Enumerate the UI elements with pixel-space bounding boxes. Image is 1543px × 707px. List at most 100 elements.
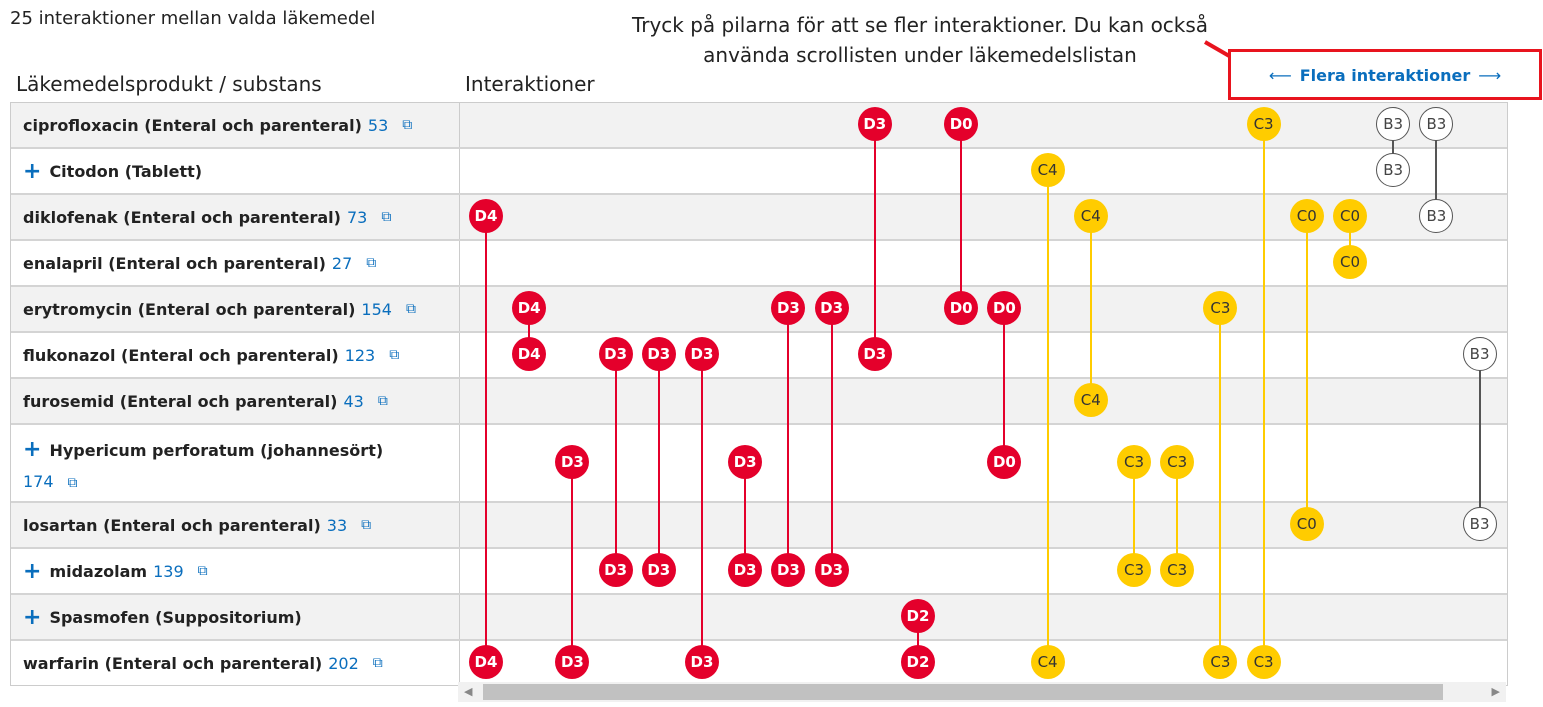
arrow-left-icon[interactable]: ⟵ xyxy=(1268,66,1292,85)
external-link-icon[interactable]: ⧉ xyxy=(402,117,413,133)
interaction-badge[interactable]: D3 xyxy=(555,445,590,479)
interaction-badge[interactable]: D2 xyxy=(901,599,935,633)
interaction-badge[interactable]: D3 xyxy=(728,553,763,587)
interaction-badge[interactable]: C3 xyxy=(1117,445,1151,479)
interaction-badge[interactable]: D4 xyxy=(512,291,547,325)
external-link-icon[interactable]: ⧉ xyxy=(372,655,383,671)
product-name: midazolam xyxy=(49,561,148,581)
interaction-connector xyxy=(1003,308,1006,462)
interaction-badge[interactable]: D0 xyxy=(944,291,979,325)
interaction-count-link[interactable]: 53 xyxy=(367,115,389,135)
interaction-badge[interactable]: D3 xyxy=(598,553,633,587)
scrollbar-thumb[interactable] xyxy=(483,684,1443,700)
external-link-icon[interactable]: ⧉ xyxy=(67,475,78,491)
external-link-icon[interactable]: ⧉ xyxy=(377,393,388,409)
interaction-badge[interactable]: D3 xyxy=(771,553,806,587)
interaction-count-link[interactable]: 27 xyxy=(331,253,353,273)
interaction-badge[interactable]: B3 xyxy=(1419,107,1454,141)
interaction-badge[interactable]: B3 xyxy=(1376,153,1411,187)
expand-icon[interactable]: + xyxy=(23,604,42,630)
interaction-badge[interactable]: C4 xyxy=(1073,383,1108,417)
interaction-badge[interactable]: D3 xyxy=(814,553,849,587)
interaction-badge[interactable]: C0 xyxy=(1289,507,1324,541)
interaction-connector xyxy=(1478,354,1481,524)
interaction-badge[interactable]: C3 xyxy=(1117,553,1151,587)
interaction-badge[interactable]: D4 xyxy=(469,199,503,233)
external-link-icon[interactable]: ⧉ xyxy=(405,301,416,317)
more-interactions-button[interactable]: ⟵ Flera interaktioner ⟶ xyxy=(1231,66,1539,85)
table-row: + midazolam 139 ⧉ xyxy=(11,549,1507,595)
expand-icon[interactable]: + xyxy=(23,437,42,462)
scroll-right-icon[interactable]: ▶ xyxy=(1491,685,1500,698)
interaction-badge[interactable]: C3 xyxy=(1246,107,1281,141)
interaction-badge[interactable]: C4 xyxy=(1030,153,1065,187)
column-header-interactions: Interaktioner xyxy=(465,72,595,96)
interaction-count-link[interactable]: 154 xyxy=(361,299,392,319)
interaction-count-link[interactable]: 139 xyxy=(153,561,184,581)
interaction-count-link[interactable]: 202 xyxy=(328,653,359,673)
interaction-count-link[interactable]: 43 xyxy=(343,391,364,411)
table-row: + Citodon (Tablett) xyxy=(11,149,1507,195)
highlight-box: ⟵ Flera interaktioner ⟶ xyxy=(1228,49,1542,100)
interaction-badge[interactable]: B3 xyxy=(1376,107,1411,141)
interaction-badge[interactable]: D3 xyxy=(814,291,849,325)
external-link-icon[interactable]: ⧉ xyxy=(381,209,392,225)
product-name-cell: ciprofloxacin (Enteral och parenteral) 53… xyxy=(11,103,460,147)
interaction-badge[interactable]: D2 xyxy=(901,645,935,679)
interaction-badge[interactable]: D0 xyxy=(944,107,979,141)
product-name-cell: + midazolam 139 ⧉ xyxy=(11,549,460,593)
interaction-connector xyxy=(571,462,574,662)
interaction-badge[interactable]: D3 xyxy=(728,445,763,479)
interaction-badge[interactable]: D3 xyxy=(685,337,719,371)
interaction-badge[interactable]: D3 xyxy=(555,645,590,679)
arrow-right-icon[interactable]: ⟶ xyxy=(1478,66,1502,85)
interaction-badge[interactable]: C3 xyxy=(1160,553,1195,587)
interaction-badge[interactable]: D4 xyxy=(469,645,503,679)
interaction-badge[interactable]: C4 xyxy=(1030,645,1065,679)
interaction-badge[interactable]: B3 xyxy=(1462,507,1497,541)
interaction-count-link[interactable]: 174 xyxy=(23,472,54,491)
interaction-chart: D4 D4 D4 D4 D3 D3 D3 D3 D3 D3 D3 D3 D3 D3 D3 D3 D3 D3 D3 D3… xyxy=(458,102,1506,680)
interaction-connector xyxy=(1435,124,1438,216)
interaction-badge[interactable]: D3 xyxy=(857,337,892,371)
expand-icon[interactable]: + xyxy=(23,158,42,184)
interaction-badge[interactable]: D3 xyxy=(771,291,806,325)
interaction-badge[interactable]: D4 xyxy=(512,337,547,371)
external-link-icon[interactable]: ⧉ xyxy=(366,255,377,271)
interaction-badge[interactable]: D3 xyxy=(598,337,633,371)
interaction-badge[interactable]: D3 xyxy=(641,337,676,371)
interaction-badge[interactable]: B3 xyxy=(1419,199,1454,233)
interaction-badge[interactable]: C3 xyxy=(1203,291,1238,325)
interaction-count-link[interactable]: 33 xyxy=(326,515,348,535)
interaction-badge[interactable]: C4 xyxy=(1073,199,1108,233)
interaction-badge[interactable]: C3 xyxy=(1203,645,1238,679)
interaction-connector xyxy=(1392,124,1395,170)
interaction-badge[interactable]: D3 xyxy=(685,645,719,679)
interaction-badge[interactable]: D0 xyxy=(987,445,1022,479)
interaction-badge[interactable]: D3 xyxy=(641,553,676,587)
external-link-icon[interactable]: ⧉ xyxy=(389,347,400,363)
interaction-badge[interactable]: C0 xyxy=(1333,245,1367,279)
interaction-badge[interactable]: C3 xyxy=(1246,645,1281,679)
interaction-connector xyxy=(1305,216,1308,524)
interaction-count-link[interactable]: 73 xyxy=(346,207,368,227)
horizontal-scrollbar[interactable]: ◀ ▶ xyxy=(458,682,1506,702)
expand-icon[interactable]: + xyxy=(23,558,42,584)
interaction-connector xyxy=(830,308,833,570)
interaction-badge[interactable]: C3 xyxy=(1160,445,1195,479)
more-interactions-label: Flera interaktioner xyxy=(1299,66,1471,85)
product-name: furosemid (Enteral och parenteral) xyxy=(23,391,338,411)
interaction-badge[interactable]: C0 xyxy=(1333,199,1367,233)
interaction-table: ciprofloxacin (Enteral och parenteral) 53… xyxy=(10,102,1508,686)
interaction-connector xyxy=(1089,216,1092,400)
interaction-badge[interactable]: D3 xyxy=(857,107,892,141)
scroll-left-icon[interactable]: ◀ xyxy=(464,685,473,698)
interaction-connector xyxy=(1349,216,1351,262)
interaction-count-link[interactable]: 123 xyxy=(344,345,376,365)
product-name-cell: + Citodon (Tablett) xyxy=(11,149,460,193)
interaction-badge[interactable]: D0 xyxy=(987,291,1022,325)
interaction-badge[interactable]: B3 xyxy=(1462,337,1497,371)
external-link-icon[interactable]: ⧉ xyxy=(361,517,372,533)
interaction-badge[interactable]: C0 xyxy=(1289,199,1324,233)
external-link-icon[interactable]: ⧉ xyxy=(197,563,208,579)
